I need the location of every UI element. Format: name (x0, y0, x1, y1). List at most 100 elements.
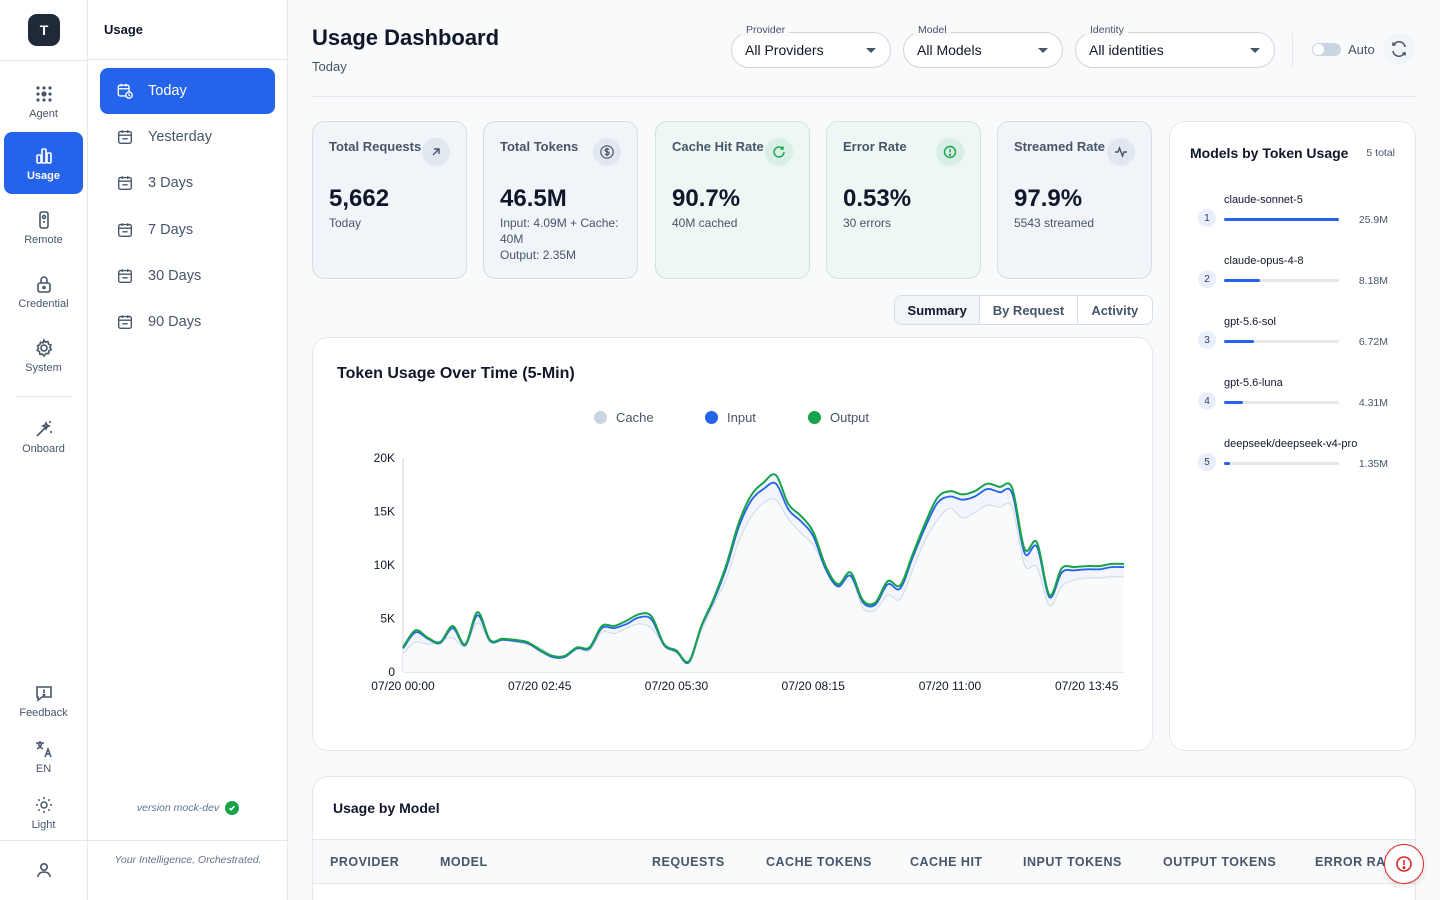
x-tick-label: 07/20 05:30 (645, 679, 709, 693)
model-rank: 1 (1198, 209, 1216, 227)
dollar-icon (593, 138, 621, 166)
model-share-bar (1224, 340, 1339, 343)
models-title: Models by Token Usage (1190, 145, 1349, 161)
rail-item-theme[interactable]: Light (4, 781, 83, 843)
rail-item-credential[interactable]: Credential (4, 260, 83, 322)
caret-down-icon (866, 48, 876, 53)
range-label: 3 Days (148, 175, 194, 191)
tagline: Your Intelligence, Orchestrated. (114, 854, 262, 866)
usage-by-model-table-card: Usage by Model PROVIDER MODEL REQUESTS C… (312, 776, 1416, 900)
legend-item-input[interactable]: Input (705, 410, 756, 425)
model-row[interactable]: 1 claude-sonnet-5 25.9M (1198, 194, 1398, 249)
range-30-days[interactable]: 30 Days (100, 253, 275, 299)
column-header-input-tokens[interactable]: INPUT TOKENS (1023, 855, 1122, 869)
model-filter-select[interactable]: Model All Models (903, 24, 1063, 68)
rail-item-label: EN (35, 763, 52, 775)
chart-title: Token Usage Over Time (5-Min) (337, 365, 575, 382)
calendar-icon (118, 315, 132, 329)
stat-subtext-line: Input: 4.09M + Cache: 40M (500, 216, 619, 246)
series-line-input (402, 481, 1125, 665)
error-alert-button[interactable] (1384, 844, 1424, 884)
stat-card-error-rate: Error Rate 0.53% 30 errors (826, 121, 981, 279)
range-3-days[interactable]: 3 Days (100, 160, 275, 206)
profile-button[interactable] (4, 846, 83, 900)
rail-item-label: Usage (26, 170, 61, 182)
model-rank: 5 (1198, 453, 1216, 471)
rail-item-usage[interactable]: Usage (4, 132, 83, 194)
rail-item-label: Light (31, 819, 56, 831)
rail-item-onboard[interactable]: Onboard (4, 405, 83, 467)
legend-swatch (705, 411, 718, 424)
range-label: 7 Days (148, 222, 194, 238)
column-header-cache-hit[interactable]: CACHE HIT (910, 855, 983, 869)
range-yesterday[interactable]: Yesterday (100, 114, 275, 160)
column-header-error-rate[interactable]: ERROR RATE (1315, 855, 1402, 869)
tab-activity[interactable]: Activity (1091, 302, 1139, 318)
stat-subtext-line: Output: 2.35M (500, 248, 577, 262)
stat-subtext: 5543 streamed (1014, 216, 1095, 230)
stat-value: 0.53% (843, 185, 912, 212)
calendar-clock-icon (117, 83, 133, 99)
rail-item-agent[interactable]: Agent (4, 70, 83, 132)
refresh-icon (765, 138, 793, 166)
rail-item-feedback[interactable]: Feedback (4, 669, 83, 731)
legend-label: Input (727, 410, 756, 425)
models-count: 5 total (1366, 147, 1395, 159)
stat-value: 97.9% (1014, 185, 1083, 212)
token-usage-chart-card: Token Usage Over Time (5-Min) Cache Inpu… (312, 337, 1153, 751)
model-row[interactable]: 4 gpt-5.6-luna 4.31M (1198, 377, 1398, 432)
column-header-output-tokens[interactable]: OUTPUT TOKENS (1163, 855, 1277, 869)
calendar-icon (118, 176, 132, 190)
filter-label: Model (914, 24, 951, 36)
model-share-fill (1224, 279, 1261, 282)
legend-item-cache[interactable]: Cache (594, 410, 654, 425)
calendar-icon (118, 223, 132, 237)
filter-value: All Models (917, 42, 982, 58)
model-name: gpt-5.6-sol (1224, 316, 1276, 328)
version-info: version mock-dev (88, 801, 288, 815)
identity-filter-select[interactable]: Identity All identities (1075, 24, 1275, 68)
tab-summary[interactable]: Summary (895, 296, 981, 324)
tab-by-request[interactable]: By Request (980, 296, 1078, 324)
user-icon (36, 862, 51, 878)
arrow-up-right-icon (422, 138, 450, 166)
rail-item-label: Remote (24, 234, 63, 246)
range-label: 30 Days (148, 268, 202, 284)
model-rank: 4 (1198, 392, 1216, 410)
y-tick-label: 15K (374, 505, 395, 519)
alert-circle-icon (1396, 856, 1412, 872)
range-90-days[interactable]: 90 Days (100, 299, 275, 345)
range-today[interactable]: Today (100, 68, 275, 114)
legend-item-output[interactable]: Output (808, 410, 869, 425)
column-header-requests[interactable]: REQUESTS (652, 855, 725, 869)
legend-label: Cache (616, 410, 654, 425)
refresh-button[interactable] (1383, 33, 1415, 65)
stat-value: 90.7% (672, 185, 741, 212)
stat-label: Cache Hit Rate (672, 139, 764, 154)
y-tick-label: 0 (388, 665, 395, 679)
page-subtitle: Today (312, 59, 347, 74)
rail-item-language[interactable]: EN (4, 725, 83, 787)
model-row[interactable]: 3 gpt-5.6-sol 6.72M (1198, 316, 1398, 371)
rail-item-system[interactable]: System (4, 324, 83, 386)
model-token-value: 4.31M (1358, 397, 1388, 409)
column-header-provider[interactable]: PROVIDER (330, 855, 400, 869)
column-header-cache-tokens[interactable]: CACHE TOKENS (766, 855, 872, 869)
filter-value: All Providers (745, 42, 824, 58)
rail-item-remote[interactable]: Remote (4, 196, 83, 258)
y-tick-label: 5K (380, 612, 395, 626)
provider-filter-select[interactable]: Provider All Providers (731, 24, 891, 68)
caret-down-icon (1250, 48, 1260, 53)
model-token-value: 8.18M (1358, 275, 1388, 287)
range-7-days[interactable]: 7 Days (100, 207, 275, 253)
stat-subtext: Today (329, 216, 362, 230)
column-header-model[interactable]: MODEL (440, 855, 488, 869)
model-name: gpt-5.6-luna (1224, 377, 1283, 389)
model-row[interactable]: 2 claude-opus-4-8 8.18M (1198, 255, 1398, 310)
auto-refresh-toggle[interactable] (1312, 43, 1341, 56)
model-share-fill (1224, 401, 1244, 404)
model-share-bar (1224, 462, 1339, 465)
header-divider (1292, 33, 1293, 67)
model-row[interactable]: 5 deepseek/deepseek-v4-pro 1.35M (1198, 438, 1398, 493)
app-logo[interactable]: T (28, 14, 60, 46)
